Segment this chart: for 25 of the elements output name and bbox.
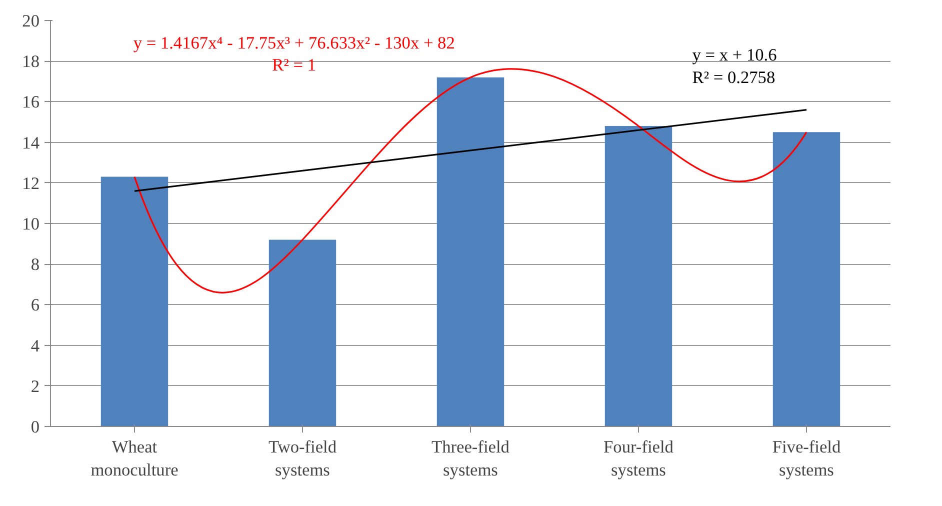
bar — [604, 126, 672, 426]
bar — [772, 132, 840, 426]
bar — [268, 240, 336, 426]
y-tick-label: 2 — [30, 376, 40, 396]
annotation: y = x + 10.6 — [692, 46, 778, 65]
x-tick-label: Three-field systems — [432, 438, 510, 480]
y-tick-label: 12 — [22, 174, 40, 193]
y-tick-label: 18 — [22, 52, 40, 72]
y-tick-label: 10 — [22, 214, 40, 234]
bar — [100, 176, 168, 426]
y-tick-label: 8 — [30, 255, 40, 274]
annotation: y = 1.4167x⁴ - 17.75x³ + 76.633x² - 130x + 82 — [133, 33, 455, 52]
y-tick-label: 0 — [30, 418, 40, 436]
y-tick-label: 16 — [22, 92, 40, 112]
y-tick-label: 6 — [30, 296, 40, 315]
x-tick-label: Four-field systems — [604, 438, 674, 480]
x-tick-label: Two-field systems — [268, 438, 337, 480]
y-tick-label: 20 — [22, 12, 40, 30]
x-tick-label: Five-field systems — [772, 438, 841, 480]
annotation: R² = 1 — [272, 56, 316, 75]
y-tick-label: 14 — [22, 133, 40, 152]
annotation: R² = 0.2758 — [692, 68, 776, 87]
y-tick-label: 4 — [30, 336, 40, 356]
bar — [436, 77, 504, 426]
x-tick-label: Wheat monoculture — [90, 438, 179, 480]
